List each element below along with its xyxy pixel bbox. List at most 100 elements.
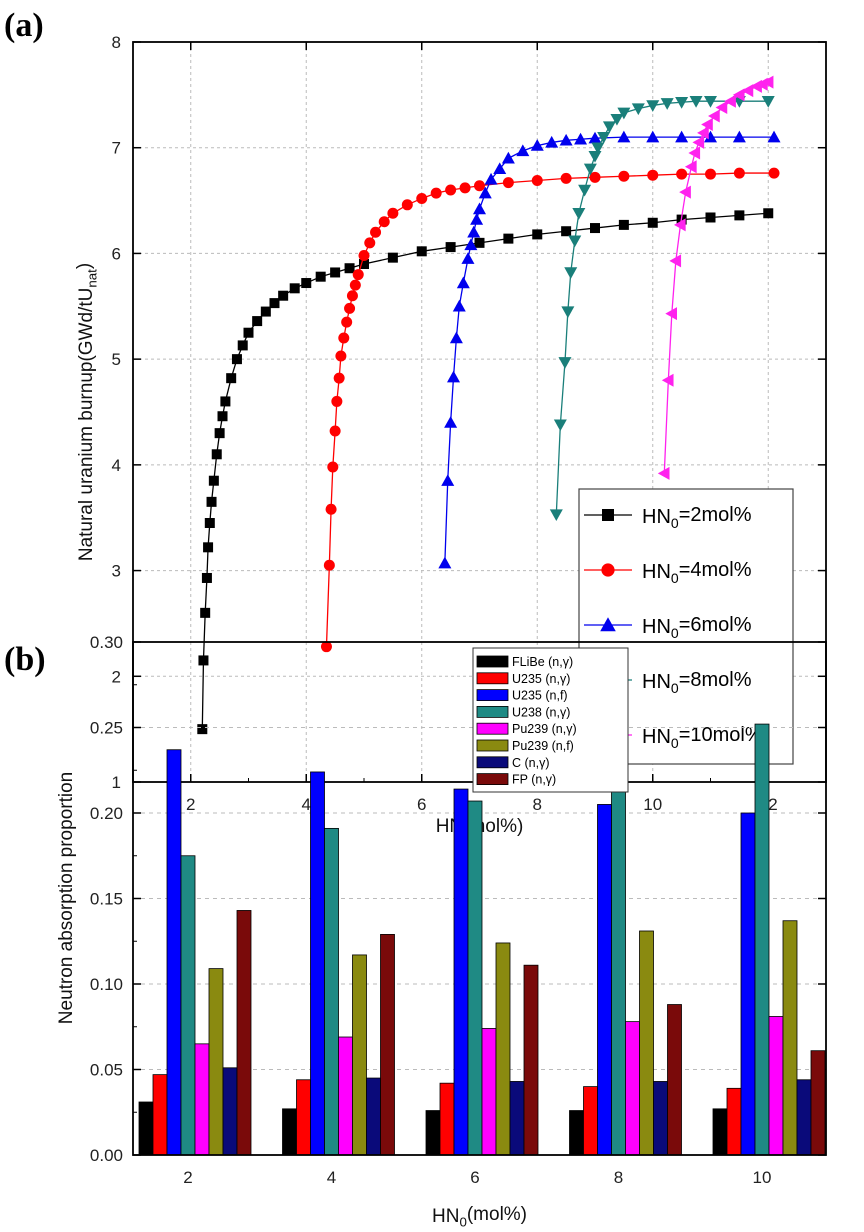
legend-label-main: HN bbox=[642, 726, 671, 748]
data-point bbox=[574, 132, 588, 145]
y-axis-label-a-end: ) bbox=[74, 263, 95, 269]
legend-label: HN0=8mol% bbox=[642, 669, 752, 696]
data-point bbox=[558, 357, 572, 369]
data-point bbox=[301, 278, 312, 289]
data-point bbox=[675, 97, 689, 109]
data-point bbox=[568, 235, 582, 248]
data-point bbox=[243, 327, 254, 338]
data-point bbox=[493, 162, 507, 175]
legend-label: U238 (n,γ) bbox=[512, 705, 570, 719]
series-4mol bbox=[320, 167, 780, 653]
data-point bbox=[206, 496, 217, 507]
data-point bbox=[333, 372, 345, 384]
y-tick-label: 0.20 bbox=[90, 804, 123, 823]
series-line bbox=[201, 212, 769, 730]
data-point bbox=[588, 131, 602, 144]
bar bbox=[282, 1108, 297, 1156]
bar bbox=[653, 1081, 668, 1156]
data-point bbox=[387, 207, 399, 219]
data-point bbox=[561, 306, 575, 319]
data-point bbox=[231, 354, 242, 365]
data-point bbox=[226, 373, 237, 384]
data-point bbox=[589, 171, 601, 183]
x-tick-label: 8 bbox=[614, 1168, 623, 1187]
data-point bbox=[631, 103, 645, 116]
data-point bbox=[516, 144, 530, 157]
legend-marker bbox=[601, 563, 615, 577]
data-point bbox=[583, 163, 597, 176]
bar bbox=[768, 1016, 784, 1156]
panel-label-a: (a) bbox=[4, 7, 44, 44]
data-point bbox=[602, 121, 616, 134]
data-point bbox=[588, 150, 602, 163]
data-point bbox=[217, 411, 228, 422]
legend-label-sub: 0 bbox=[671, 570, 679, 586]
bar bbox=[509, 1081, 525, 1156]
data-point bbox=[456, 276, 470, 289]
data-point bbox=[447, 370, 461, 383]
data-point bbox=[657, 466, 670, 480]
data-point bbox=[688, 146, 701, 160]
data-point bbox=[461, 252, 475, 264]
bar bbox=[380, 934, 395, 1156]
y-tick-label: 1 bbox=[112, 773, 121, 792]
data-point bbox=[327, 461, 339, 473]
data-point bbox=[715, 101, 728, 115]
data-point bbox=[708, 109, 720, 123]
data-point bbox=[464, 238, 478, 251]
chart-b: (b)0.000.050.100.150.200.250.302 4 6 8 10FLi… bbox=[4, 633, 827, 1230]
data-point bbox=[474, 237, 485, 248]
legend-label-end: =10mol% bbox=[679, 724, 763, 746]
data-point bbox=[617, 130, 631, 143]
bar bbox=[236, 910, 252, 1156]
y-axis-label-a-main: Natural uranium burnup(GWd/tU bbox=[76, 288, 97, 562]
data-point bbox=[370, 226, 382, 238]
bar bbox=[597, 804, 612, 1156]
data-point bbox=[237, 340, 248, 351]
data-point bbox=[692, 135, 705, 149]
data-point bbox=[278, 290, 289, 301]
bar bbox=[796, 1079, 812, 1156]
data-point bbox=[684, 160, 697, 174]
data-point bbox=[470, 213, 484, 225]
data-point bbox=[198, 655, 209, 666]
data-point bbox=[697, 126, 709, 140]
data-point bbox=[331, 395, 343, 407]
series-line bbox=[444, 136, 775, 564]
legend-swatch bbox=[476, 672, 509, 685]
legend-label-end: =8mol% bbox=[679, 669, 752, 691]
data-point bbox=[349, 279, 361, 291]
bar bbox=[453, 788, 469, 1156]
data-point bbox=[549, 509, 563, 522]
data-point bbox=[741, 84, 754, 98]
data-point bbox=[441, 474, 455, 486]
data-point bbox=[502, 177, 514, 189]
bar bbox=[754, 723, 770, 1156]
data-point bbox=[618, 170, 630, 182]
data-point bbox=[734, 210, 745, 221]
data-point bbox=[724, 94, 736, 108]
data-point bbox=[416, 192, 428, 204]
legend-label-main: HN bbox=[642, 561, 671, 583]
data-point bbox=[761, 96, 775, 108]
data-point bbox=[689, 96, 703, 108]
legend-marker bbox=[602, 509, 614, 521]
legend-label: Pu239 (n,γ) bbox=[512, 722, 577, 736]
x-axis-label-b-end: (mol%) bbox=[467, 1204, 527, 1225]
legend-box bbox=[472, 647, 629, 793]
data-point bbox=[315, 271, 326, 282]
bar bbox=[152, 1074, 168, 1156]
data-point bbox=[617, 107, 631, 120]
data-point bbox=[445, 184, 457, 196]
y-tick-label: 6 bbox=[112, 244, 121, 263]
data-point bbox=[767, 130, 781, 143]
data-point bbox=[532, 229, 543, 240]
y-axis-label-b: Neutron absorption proportion bbox=[56, 772, 77, 1024]
data-point bbox=[503, 233, 514, 244]
data-point bbox=[359, 259, 369, 269]
bar bbox=[180, 855, 196, 1156]
bar bbox=[782, 920, 798, 1156]
y-tick-label: 0.15 bbox=[90, 890, 123, 909]
data-point bbox=[560, 172, 572, 184]
